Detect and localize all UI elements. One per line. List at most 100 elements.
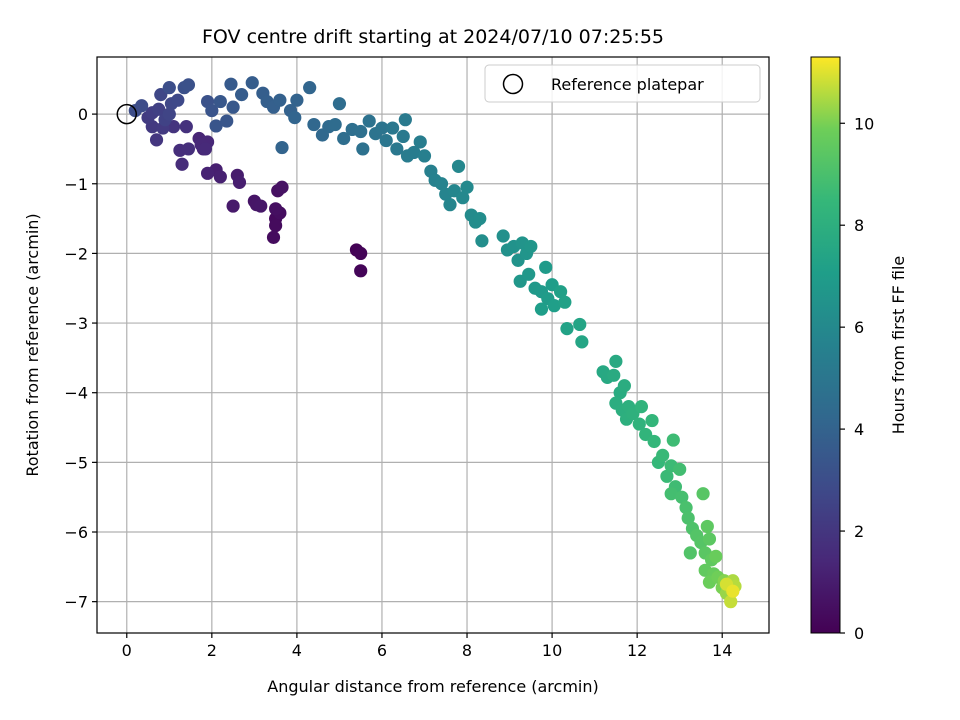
scatter-point <box>152 102 166 116</box>
scatter-point <box>209 119 223 133</box>
scatter-point <box>390 142 404 156</box>
data-points <box>116 76 742 609</box>
scatter-point <box>354 264 368 278</box>
scatter-point <box>288 110 302 125</box>
scatter-point <box>275 140 289 155</box>
colorbar-label: Hours from first FF file <box>889 256 908 435</box>
scatter-point <box>224 77 238 91</box>
scatter-point <box>417 149 432 163</box>
scatter-point <box>607 368 621 382</box>
scatter-point <box>547 299 561 313</box>
scatter-point <box>385 121 400 135</box>
scatter-point <box>724 595 738 609</box>
colorbar-tick-label: 10 <box>854 114 874 133</box>
scatter-point <box>303 81 317 95</box>
x-axis-label: Angular distance from reference (arcmin) <box>267 677 598 696</box>
y-tick-label: 0 <box>78 105 88 124</box>
scatter-point <box>254 199 268 213</box>
y-tick-label: −1 <box>64 175 88 194</box>
scatter-point <box>245 76 259 90</box>
scatter-point <box>460 180 474 194</box>
scatter-point <box>609 354 623 368</box>
scatter-point <box>700 519 714 534</box>
scatter-point <box>354 246 368 261</box>
scatter-point <box>702 532 717 546</box>
scatter-point <box>660 469 674 483</box>
colorbar <box>810 56 841 634</box>
scatter-point <box>645 413 659 428</box>
scatter-point <box>179 120 193 134</box>
scatter-point <box>205 104 219 118</box>
scatter-point <box>162 107 176 121</box>
scatter-point <box>332 97 347 111</box>
x-tick-label: 8 <box>462 641 472 660</box>
scatter-point <box>553 285 568 299</box>
scatter-point <box>656 448 670 462</box>
scatter-point <box>226 199 240 213</box>
y-axis-label: Rotation from reference (arcmin) <box>23 213 42 476</box>
scatter-point <box>226 100 240 114</box>
reference-platepar-marker <box>116 103 138 125</box>
scatter-point <box>269 218 283 233</box>
scatter-point <box>681 511 695 525</box>
x-tick-label: 12 <box>627 641 647 660</box>
scatter-point <box>443 198 457 212</box>
x-tick-label: 10 <box>542 641 562 660</box>
scatter-point <box>534 302 549 316</box>
scatter-point <box>356 142 370 156</box>
scatter-point <box>162 81 176 95</box>
colorbar-tick-label: 8 <box>854 216 864 235</box>
scatter-point <box>149 133 164 147</box>
scatter-point <box>273 93 287 107</box>
plot-frame <box>96 56 770 634</box>
scatter-point <box>213 170 227 184</box>
scatter-point <box>213 94 227 109</box>
scatter-point <box>696 487 710 501</box>
scatter-point <box>679 501 693 515</box>
scatter-point <box>290 93 304 107</box>
y-tick-label: −7 <box>64 593 88 612</box>
scatter-point <box>307 117 321 132</box>
scatter-point <box>666 433 680 447</box>
scatter-point <box>181 142 196 156</box>
scatter-point <box>328 117 342 132</box>
scatter-point <box>407 145 421 160</box>
scatter-point <box>198 142 213 156</box>
scatter-point <box>456 191 470 205</box>
scatter-point <box>220 114 234 128</box>
legend: Reference platepar <box>484 64 761 103</box>
colorbar-tick-label: 0 <box>854 624 864 643</box>
scatter-point <box>522 267 536 281</box>
x-tick-label: 4 <box>292 641 302 660</box>
legend-box <box>484 64 761 103</box>
y-tick-label: −3 <box>64 314 88 333</box>
scatter-point <box>632 417 646 431</box>
colorbar-tick-label: 2 <box>854 522 864 541</box>
scatter-point <box>413 135 427 149</box>
scatter-point <box>375 121 389 135</box>
x-tick-label: 14 <box>712 641 732 660</box>
scatter-point <box>362 114 376 128</box>
scatter-point <box>709 549 723 563</box>
scatter-point <box>396 129 410 144</box>
scatter-point <box>181 78 196 92</box>
scatter-point <box>496 229 510 243</box>
x-axis-ticks: 0 2 4 6 8 10 12 14 <box>122 633 732 660</box>
scatter-point <box>354 124 368 139</box>
scatter-point <box>171 93 185 107</box>
scatter-point <box>524 239 538 254</box>
x-tick-label: 6 <box>377 641 387 660</box>
scatter-point <box>573 317 587 332</box>
scatter-point <box>269 202 283 216</box>
scatter-point <box>475 234 489 248</box>
y-tick-label: −5 <box>64 453 88 472</box>
y-tick-label: −6 <box>64 523 88 542</box>
scatter-point <box>675 490 689 504</box>
legend-reference-marker <box>502 73 524 95</box>
scatter-point <box>560 322 574 336</box>
scatter-point <box>617 379 631 393</box>
scatter-point <box>379 133 393 148</box>
scatter-point <box>647 434 661 449</box>
scatter-point <box>473 211 487 226</box>
